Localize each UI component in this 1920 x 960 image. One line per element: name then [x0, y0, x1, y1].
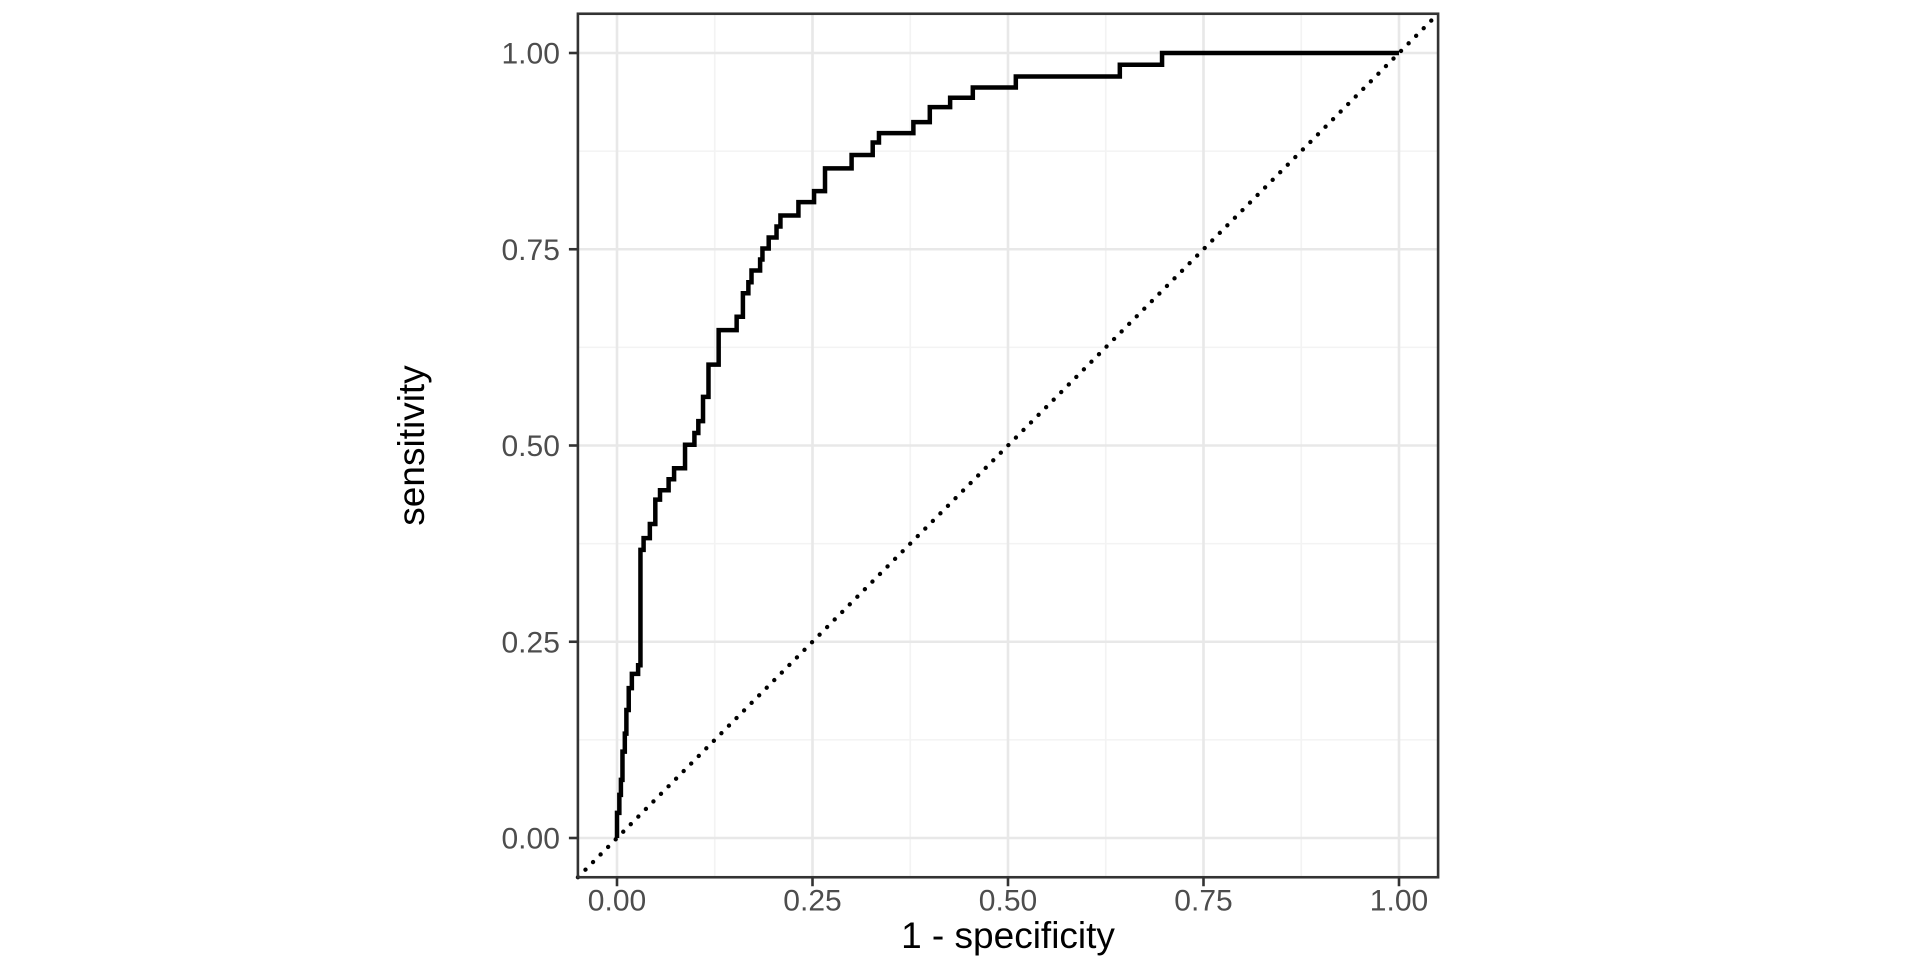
- y-tick-label: 1.00: [502, 38, 560, 71]
- x-tick-label: 0.25: [783, 884, 841, 917]
- axis-ticks: [568, 51, 1401, 887]
- roc-curve: [614, 50, 1399, 838]
- chance-diagonal: [575, 11, 1441, 880]
- y-tick-label: 0.25: [502, 626, 560, 659]
- series-layer: [575, 11, 1441, 880]
- x-axis-title: 1 - specificity: [901, 915, 1115, 956]
- x-tick-label: 0.00: [588, 884, 646, 917]
- y-tick-label: 0.00: [502, 823, 560, 856]
- x-tick-label: 0.75: [1174, 884, 1232, 917]
- axis-tick-labels: 0.00 0.25 0.50 0.75 1.00 0.00 0.25 0.50 0.75 1.00: [502, 38, 1429, 918]
- x-tick-label: 0.50: [979, 884, 1037, 917]
- y-axis-title: sensitivity: [391, 365, 432, 526]
- y-tick-label: 0.50: [502, 430, 560, 463]
- y-tick-label: 0.75: [502, 234, 560, 267]
- x-tick-label: 1.00: [1370, 884, 1428, 917]
